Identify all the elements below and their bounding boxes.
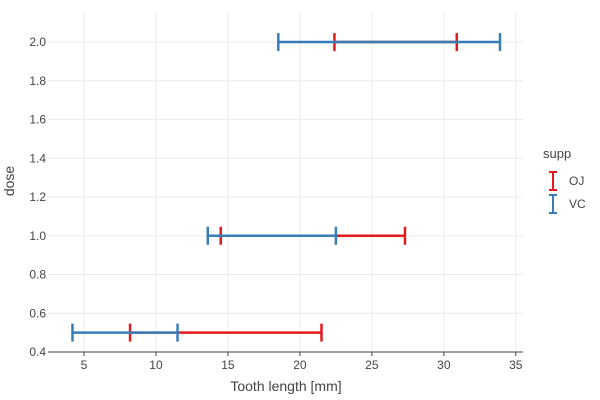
errorbars [71, 33, 502, 342]
y-tick-label: 1.2 [29, 190, 46, 204]
x-tick-label: 10 [149, 358, 163, 372]
y-tick-label: 0.4 [29, 345, 46, 359]
y-axis-title: dose [1, 166, 17, 197]
legend-label: VC [569, 197, 586, 211]
legend-item-vc: VC [549, 194, 586, 214]
y-tick-label: 2.0 [29, 35, 46, 49]
x-tick-label: 15 [221, 358, 235, 372]
legend-item-oj: OJ [549, 171, 584, 191]
legend-items: OJ VC [549, 171, 586, 214]
x-axis-ticks: 5 10 15 20 25 30 35 [81, 352, 523, 372]
x-tick-label: 5 [81, 358, 88, 372]
x-tick-label: 35 [509, 358, 523, 372]
y-axis-ticks: 0.4 0.6 0.8 1.0 1.2 1.4 1.6 1.8 2.0 [29, 35, 46, 359]
y-tick-label: 1.4 [29, 151, 46, 165]
y-tick-label: 1.0 [29, 229, 46, 243]
y-tick-label: 0.6 [29, 306, 46, 320]
x-tick-label: 25 [365, 358, 379, 372]
y-tick-label: 1.6 [29, 113, 46, 127]
y-tick-label: 0.8 [29, 268, 46, 282]
legend-title: supp [543, 146, 571, 161]
x-tick-label: 20 [293, 358, 307, 372]
errorbar-vc [71, 323, 179, 342]
x-tick-label: 30 [437, 358, 451, 372]
legend-label: OJ [569, 174, 584, 188]
errorbar-vc [277, 33, 502, 52]
legend: supp OJ VC [543, 146, 586, 214]
grid-lines [48, 13, 523, 353]
x-axis-title: Tooth length [mm] [230, 378, 341, 394]
errorbar-vc [206, 226, 338, 245]
y-tick-label: 1.8 [29, 74, 46, 88]
